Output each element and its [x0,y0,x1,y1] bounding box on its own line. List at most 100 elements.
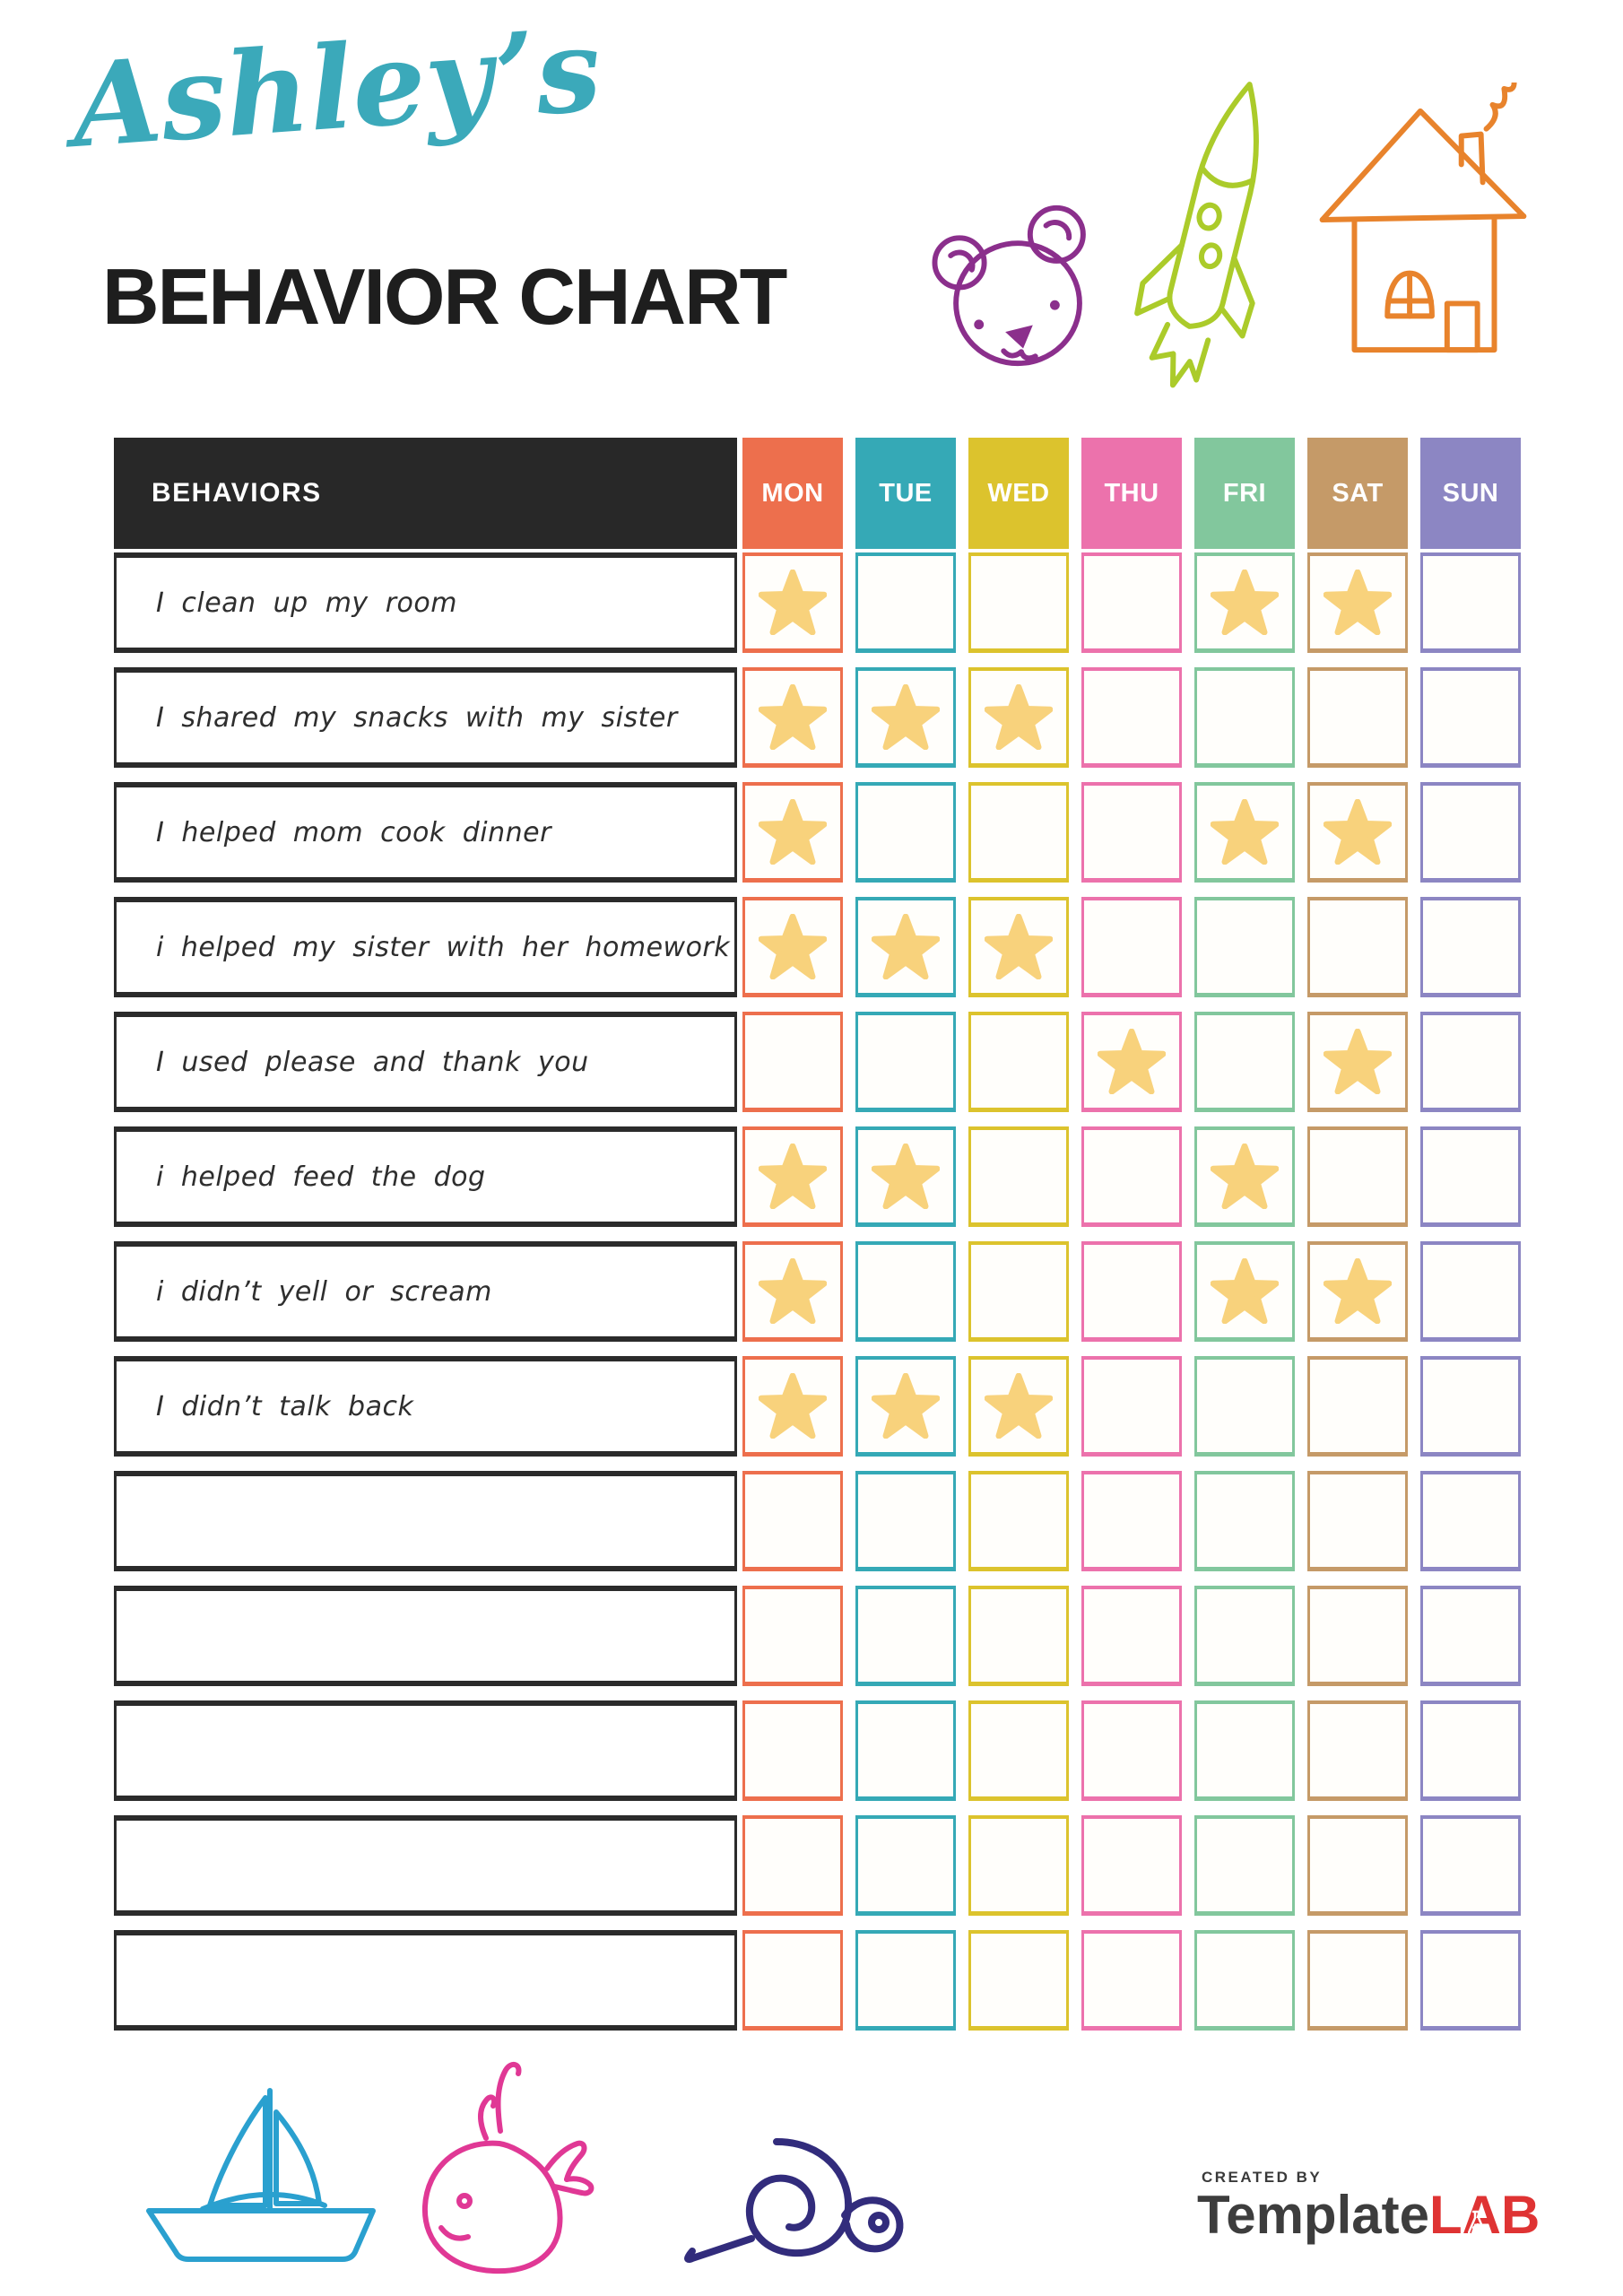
cell-fri [1194,782,1295,883]
behavior-row-11 [114,1700,1521,1801]
cell-sun [1420,1471,1521,1571]
cell-thu [1081,1126,1182,1227]
cell-fri [1194,1700,1295,1801]
star-icon [1324,1258,1392,1324]
behavior-row-1: I clean up my room [114,552,1521,653]
cell-wed [968,1930,1069,2031]
cell-mon [742,1471,843,1571]
cell-sat [1307,782,1408,883]
cell-tue [855,897,956,997]
flask-icon [1468,2210,1486,2237]
cell-tue [855,667,956,768]
day-header-wed: WED [968,438,1069,549]
cell-wed [968,782,1069,883]
cell-fri [1194,897,1295,997]
cell-thu [1081,1471,1182,1571]
cell-fri [1194,1012,1295,1112]
cell-mon [742,1241,843,1342]
cell-thu [1081,1815,1182,1916]
cell-wed [968,1700,1069,1801]
brand-name: TemplateLAB [1197,2187,1540,2243]
day-cells [742,1815,1521,1916]
star-icon [759,914,827,979]
day-cells [742,1471,1521,1571]
behavior-label: I shared my snacks with my sister [114,667,737,768]
star-icon [759,570,827,635]
sailboat-icon [146,2088,376,2262]
cell-wed [968,1012,1069,1112]
cell-mon [742,1930,843,2031]
cell-wed [968,1356,1069,1457]
behavior-row-3: I helped mom cook dinner [114,782,1521,883]
bear-icon [932,204,1086,367]
cell-sat [1307,1815,1408,1916]
cell-wed [968,1241,1069,1342]
star-icon [872,684,940,750]
cell-tue [855,1356,956,1457]
behavior-label [114,1815,737,1916]
behavior-row-10 [114,1586,1521,1686]
behaviors-column-header: BEHAVIORS [114,438,737,549]
behavior-label [114,1930,737,2031]
cell-sun [1420,1930,1521,2031]
day-cells [742,1700,1521,1801]
day-cells [742,552,1521,653]
cell-fri [1194,552,1295,653]
cell-thu [1081,1356,1182,1457]
cell-sun [1420,897,1521,997]
page-title: BEHAVIOR CHART [102,252,787,341]
day-header-sat: SAT [1307,438,1408,549]
star-icon [1211,570,1279,635]
table-header-row: BEHAVIORS MON TUE WED THU FRI SAT SUN [114,438,1521,549]
behavior-row-12 [114,1815,1521,1916]
day-cells [742,897,1521,997]
cell-thu [1081,1241,1182,1342]
day-cells [742,1930,1521,2031]
child-name-title: Ashley’s [67,3,605,174]
cell-wed [968,1586,1069,1686]
cell-sun [1420,1815,1521,1916]
cell-fri [1194,1815,1295,1916]
cell-mon [742,782,843,883]
behavior-label [114,1586,737,1686]
behavior-label: I helped mom cook dinner [114,782,737,883]
star-icon [759,1144,827,1209]
cell-thu [1081,782,1182,883]
house-icon [1319,83,1527,353]
cell-sat [1307,897,1408,997]
cell-fri [1194,1241,1295,1342]
cell-thu [1081,552,1182,653]
cell-mon [742,1586,843,1686]
day-cells [742,1586,1521,1686]
day-header-mon: MON [742,438,843,549]
cell-tue [855,1012,956,1112]
star-icon [759,684,827,750]
cell-tue [855,1241,956,1342]
star-icon [1211,1258,1279,1324]
cell-sun [1420,1700,1521,1801]
cell-fri [1194,1930,1295,2031]
cell-sat [1307,552,1408,653]
behavior-row-13 [114,1930,1521,2031]
cell-tue [855,1930,956,2031]
behavior-row-4: i helped my sister with her homework [114,897,1521,997]
day-cells [742,667,1521,768]
star-icon [1211,1144,1279,1209]
behavior-label: I didn’t talk back [114,1356,737,1457]
star-icon [1324,570,1392,635]
cell-sun [1420,667,1521,768]
cell-tue [855,1815,956,1916]
created-by-label: CREATED BY [1202,2169,1323,2186]
star-icon [985,1373,1053,1439]
table-body: I clean up my room I shared my snacks wit… [114,552,1521,2031]
star-icon [759,1373,827,1439]
day-headers: MON TUE WED THU FRI SAT SUN [742,438,1521,549]
cell-thu [1081,1586,1182,1686]
cell-tue [855,782,956,883]
day-header-thu: THU [1081,438,1182,549]
brand-lab-text: LAB [1428,2185,1541,2245]
behavior-label: I used please and thank you [114,1012,737,1112]
star-icon [1211,799,1279,865]
behavior-label [114,1700,737,1801]
star-icon [1324,1029,1392,1094]
